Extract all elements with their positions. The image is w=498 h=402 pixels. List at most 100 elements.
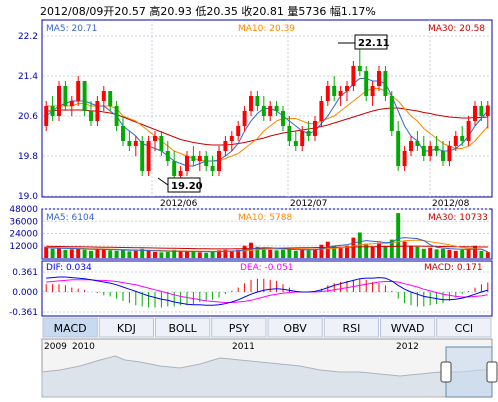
price-ma10-line	[46, 88, 489, 162]
volume-bar	[223, 249, 228, 258]
volume-y-tick: 24000	[9, 230, 38, 240]
candle-body	[485, 105, 490, 116]
price-y-tick: 19.0	[18, 192, 38, 202]
change-value: 1.17%	[340, 5, 376, 18]
price-y-tick: 19.8	[18, 152, 38, 162]
volume-bar	[108, 250, 113, 258]
volume-bar	[364, 243, 369, 258]
tab-kdj[interactable]	[98, 317, 154, 338]
volume-bar	[421, 248, 426, 258]
volume-bar	[82, 249, 87, 258]
tab-label-macd: MACD	[54, 322, 87, 335]
tab-boll[interactable]	[155, 317, 211, 338]
volume-bar	[165, 251, 170, 258]
candle-body	[44, 106, 49, 126]
candle-body	[146, 141, 151, 171]
volume-bar	[268, 249, 273, 258]
volume-bar	[204, 252, 209, 258]
navigator-window[interactable]	[445, 346, 493, 398]
volume-bar	[389, 239, 394, 258]
tab-rsi[interactable]	[323, 317, 379, 338]
dea-line	[46, 279, 488, 303]
candle-body	[223, 141, 228, 151]
volume-bar	[434, 249, 439, 258]
candle-body	[95, 101, 100, 121]
candle-body	[287, 126, 292, 141]
tab-label-rsi: RSI	[342, 322, 360, 335]
candle-body	[185, 156, 189, 171]
candle-body	[204, 156, 209, 166]
volume-bar	[217, 250, 221, 258]
candle-body	[114, 106, 119, 126]
macd-histogram	[45, 278, 489, 308]
high-callout-text: 22.11	[358, 38, 390, 49]
price-y-tick: 20.6	[18, 112, 38, 122]
price-ma-lines	[45, 78, 489, 167]
macd-panel-frame	[41, 260, 493, 317]
volume-ma30-label: MA30: 10733	[428, 213, 488, 223]
volume-ma5-label: MA5: 6104	[46, 213, 95, 223]
macd-y-tick: 0.361	[12, 268, 38, 278]
candle-body	[76, 81, 81, 101]
candle-body	[460, 136, 465, 141]
candle-body	[191, 156, 196, 161]
tab-label-wvad: WVAD	[391, 322, 425, 335]
dea-label: DEA: -0.051	[240, 263, 294, 273]
volume-bar	[191, 251, 196, 258]
candle-body	[63, 86, 68, 106]
candle-body	[415, 141, 420, 146]
indicator-tabs: MACD KDJ BOLL PSY OBV RSI WVAD CCI	[42, 317, 492, 338]
candle-body	[69, 101, 74, 106]
price-ma10-label: MA10: 20.39	[238, 24, 295, 34]
volume-bar	[114, 250, 119, 258]
volume-bar	[402, 241, 407, 258]
volume-y-tick: 36000	[9, 217, 38, 227]
tab-obv[interactable]	[267, 317, 323, 338]
candle-body	[210, 166, 215, 171]
open-label: 开	[103, 5, 115, 18]
volume-bar	[485, 252, 490, 258]
candlesticks	[44, 40, 490, 186]
tab-psy[interactable]	[211, 317, 267, 338]
volume-bar	[44, 246, 49, 258]
x-label-2012-08: 2012/08	[432, 199, 470, 209]
volume-ma30-line	[46, 245, 488, 250]
candle-body	[242, 111, 247, 126]
candle-body	[441, 151, 445, 161]
candle-body	[197, 156, 202, 161]
tab-cci[interactable]	[436, 317, 492, 338]
volume-bar	[281, 249, 285, 258]
change-label: 幅	[329, 5, 341, 18]
volume-bar	[127, 251, 132, 258]
candle-body	[89, 111, 93, 121]
navigator-right-handle[interactable]	[486, 361, 498, 383]
quote-header: 2012/08/09开20.57 高20.93 低20.35 收20.81 量5…	[40, 3, 376, 19]
volume-bar	[274, 250, 279, 258]
candle-body	[396, 131, 401, 166]
low-callout: 19.20	[157, 177, 203, 193]
tab-macd[interactable]	[42, 317, 98, 338]
candle-body	[345, 86, 349, 91]
volume-bar	[57, 247, 61, 258]
macd-y-tick: -0.361	[9, 308, 38, 318]
candle-body	[466, 121, 471, 141]
volume-bar	[300, 249, 305, 258]
volume-bar	[133, 250, 138, 258]
navigator-left-handle[interactable]	[440, 361, 452, 383]
candle-body	[140, 141, 145, 171]
volume-bar	[236, 249, 241, 258]
volume-bar	[313, 248, 317, 258]
candle-body	[364, 71, 369, 96]
volume-bar	[293, 250, 298, 258]
tab-wvad[interactable]	[380, 317, 436, 338]
candle-body	[217, 151, 221, 171]
volume-bar	[153, 251, 157, 258]
candle-body	[165, 151, 170, 161]
candle-body	[108, 91, 113, 106]
volume-bar	[197, 252, 202, 258]
close-label: 收	[241, 5, 253, 18]
volume-bar	[479, 250, 484, 258]
macd-y-axis: 0.361 0.000 -0.361	[9, 268, 38, 318]
